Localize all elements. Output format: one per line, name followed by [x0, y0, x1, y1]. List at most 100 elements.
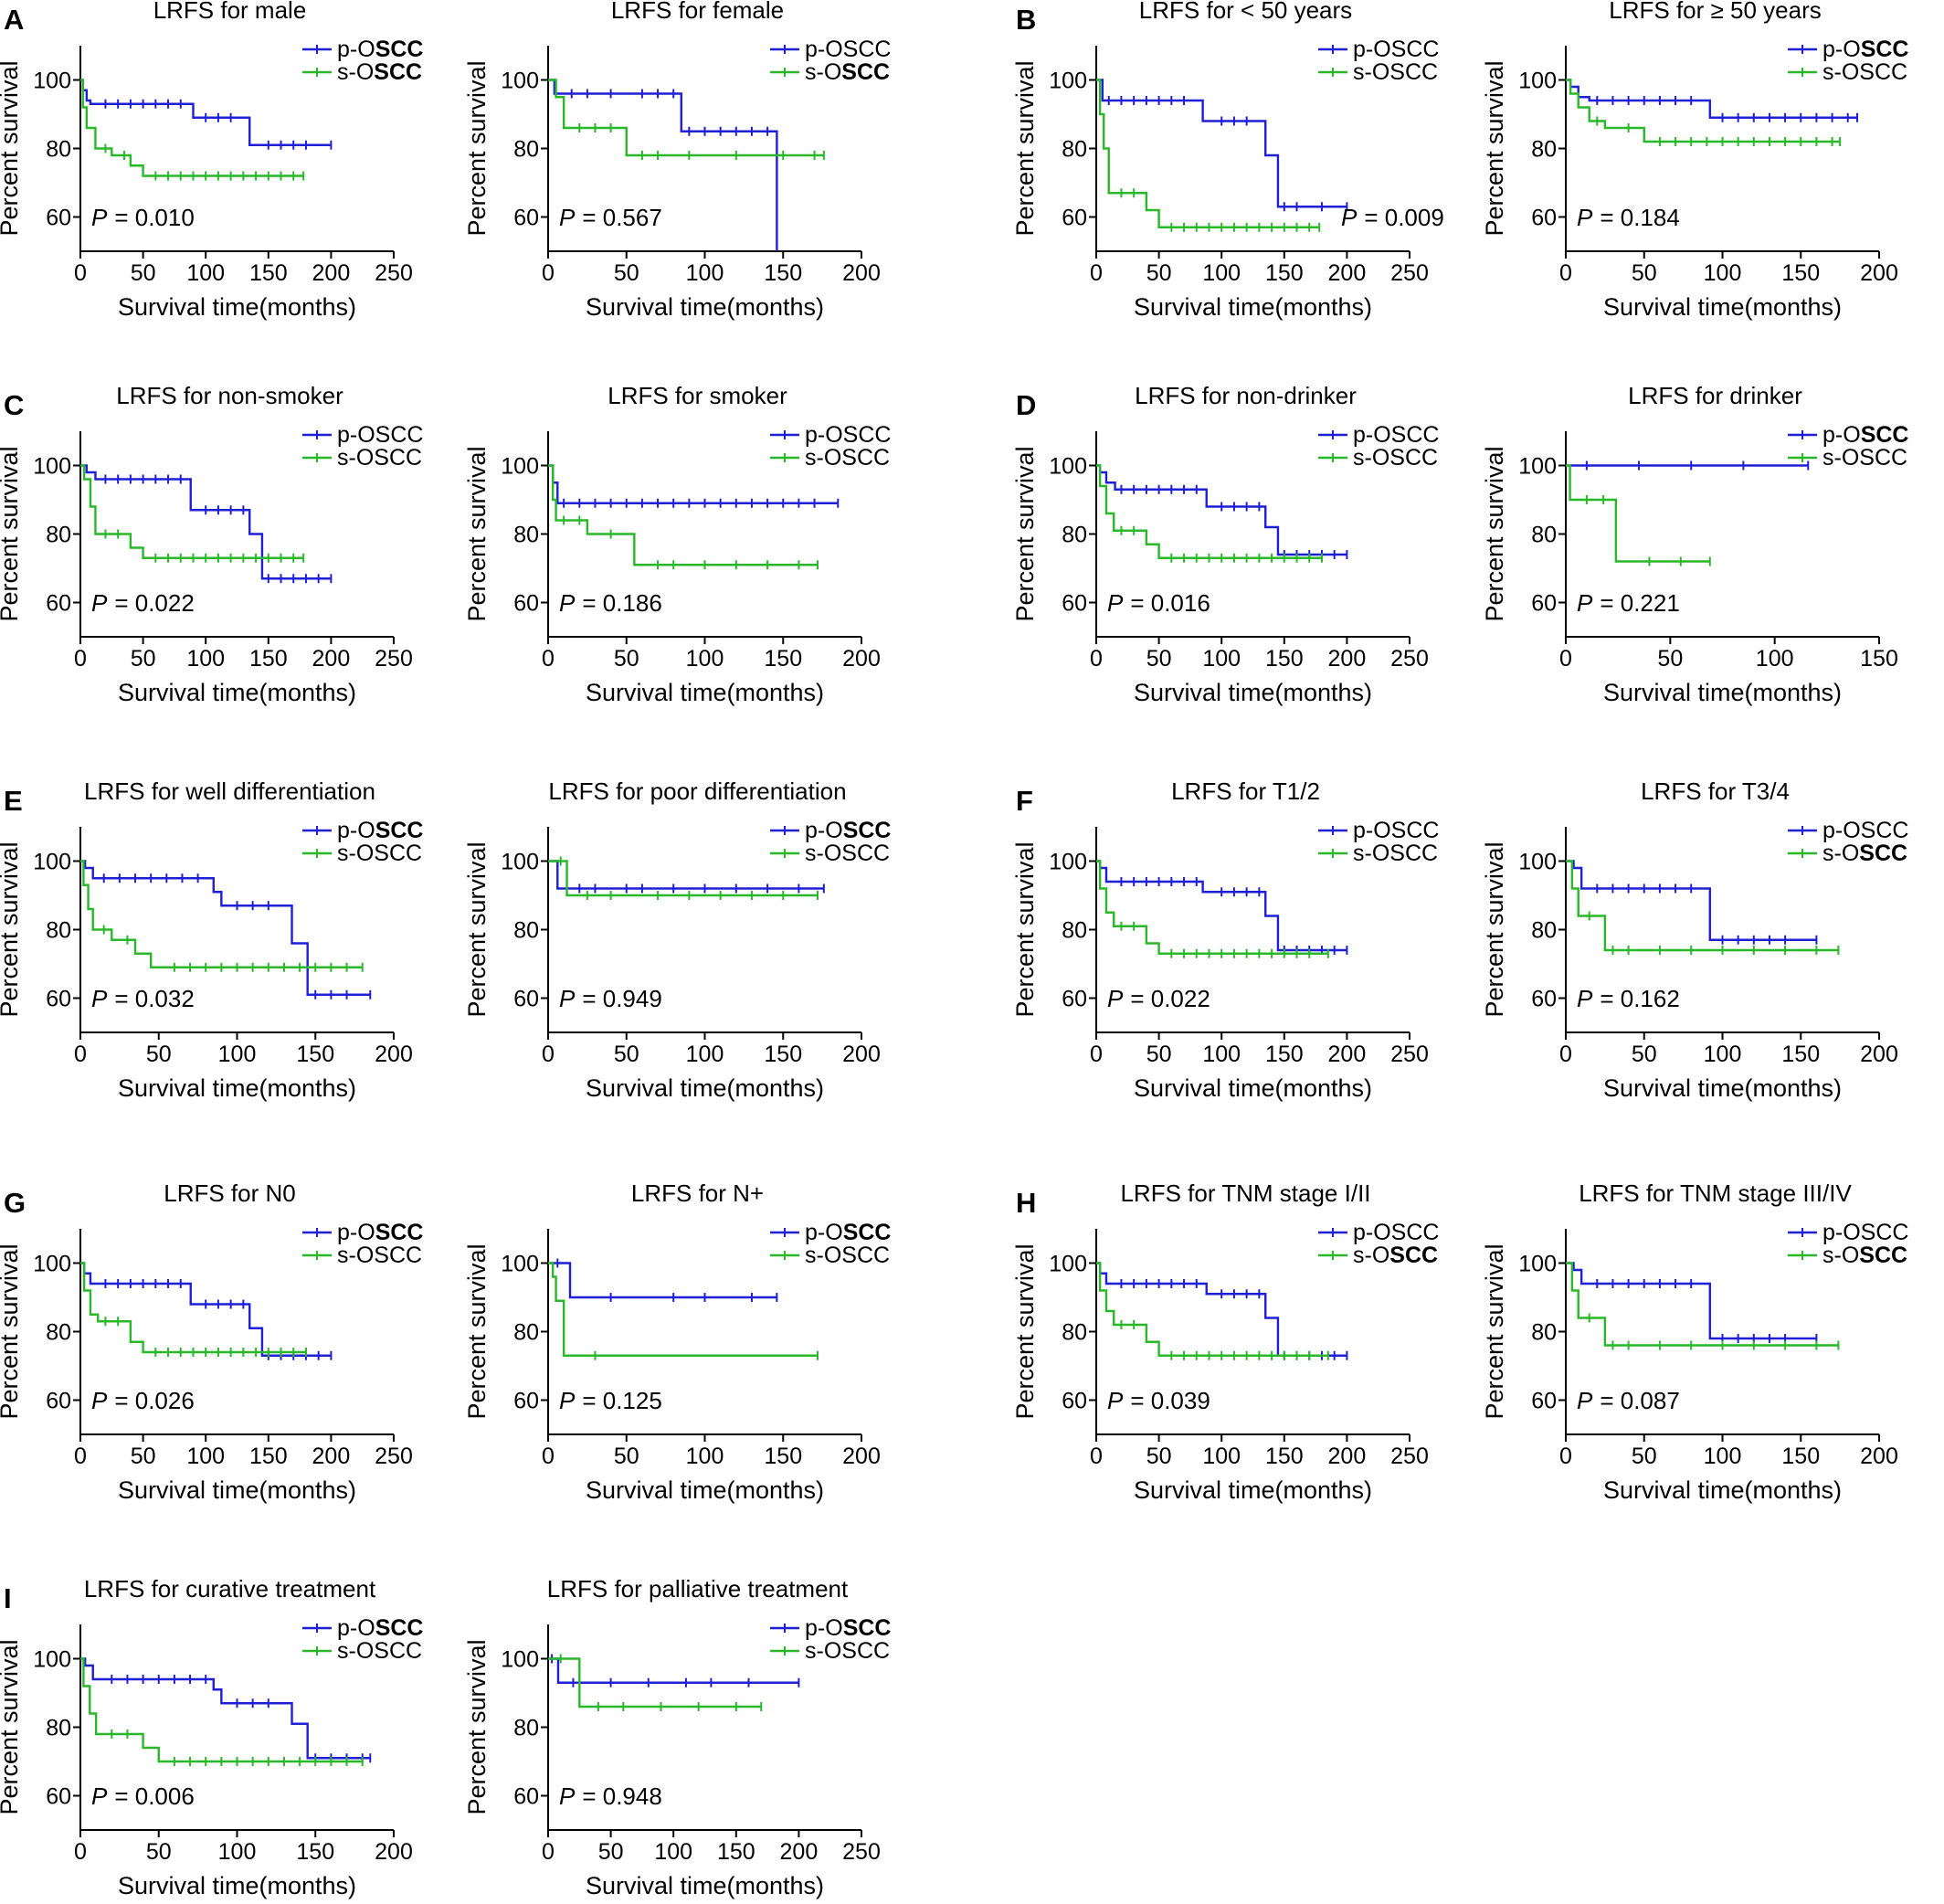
legend-text: s-O — [805, 59, 841, 85]
legend-label-s-oscc: s-OSCC — [805, 445, 890, 471]
x-tick-label: 200 — [1860, 1444, 1898, 1469]
legend-text: s-OSCC — [337, 445, 422, 471]
x-tick-label: 100 — [686, 1444, 724, 1469]
p-text: = 0.010 — [114, 204, 194, 231]
chart-title: LRFS for ≥ 50 years — [1609, 0, 1821, 24]
x-tick-label: 0 — [1090, 646, 1103, 672]
chart-title: LRFS for T1/2 — [1171, 777, 1320, 805]
chart-17: LRFS for curative treatment 0 50 100 150 200 6… — [0, 1575, 423, 1899]
x-tick-label: 200 — [312, 1444, 351, 1469]
legend-label-s-oscc: s-OSCC — [1353, 445, 1438, 471]
x-tick-label: 100 — [1202, 646, 1241, 672]
legend-text-bold: SCC — [843, 1220, 892, 1245]
y-axis-label: Percent survival — [463, 60, 491, 236]
y-tick-label: 100 — [33, 850, 71, 875]
x-tick-label: 0 — [1559, 1444, 1572, 1469]
x-tick-label: 0 — [74, 1444, 87, 1469]
x-tick-label: 250 — [1390, 260, 1429, 286]
y-tick-label: 100 — [1049, 69, 1087, 94]
chart-title: LRFS for T3/4 — [1641, 777, 1790, 805]
y-tick-label: 100 — [501, 1647, 539, 1673]
x-tick-label: 150 — [296, 1042, 334, 1067]
chart-title: LRFS for smoker — [608, 382, 787, 409]
y-axis-label: Percent survival — [463, 841, 491, 1017]
y-tick-label: 100 — [1518, 850, 1557, 875]
x-tick-label: 0 — [74, 646, 87, 672]
x-tick-label: 100 — [686, 646, 724, 672]
x-tick-label: 0 — [542, 1042, 555, 1067]
p-value: P = 0.016 — [1107, 589, 1210, 617]
x-tick-label: 0 — [542, 646, 555, 672]
y-axis-label: Percent survival — [1481, 1243, 1508, 1419]
legend-text-bold: SCC — [1861, 37, 1909, 62]
x-tick-label: 150 — [1265, 260, 1304, 286]
panel-letter-g: G — [4, 1187, 26, 1219]
legend-label-s-oscc: s-OSCC — [1353, 59, 1438, 85]
series-line-p-oscc — [548, 464, 839, 504]
y-axis-label: Percent survival — [1011, 60, 1039, 236]
legend-label-p-oscc: p-OSCC — [1353, 37, 1439, 62]
p-symbol: P — [91, 204, 108, 231]
x-axis-label: Survival time(months) — [1603, 293, 1842, 321]
series-line-p-oscc — [1096, 860, 1347, 952]
x-axis-label: Survival time(months) — [1603, 1074, 1842, 1102]
chart-title: LRFS for poor differentiation — [548, 777, 846, 805]
y-axis-label: Percent survival — [1481, 841, 1508, 1017]
series-line-s-oscc — [1096, 860, 1328, 955]
x-axis-label: Survival time(months) — [118, 293, 356, 321]
chart-18: LRFS for palliative treatment 0 50 100 150 20… — [463, 1575, 891, 1899]
x-tick-label: 0 — [1090, 1042, 1103, 1067]
p-value: P = 0.162 — [1577, 985, 1680, 1012]
legend-text: p-OSCC — [337, 422, 423, 448]
legend-text: p-O — [805, 1615, 843, 1641]
y-tick-label: 80 — [1062, 918, 1087, 944]
y-tick-label: 100 — [501, 850, 539, 875]
x-tick-label: 0 — [542, 1839, 555, 1865]
y-tick-label: 60 — [46, 591, 71, 617]
chart-10: LRFS for poor differentiation 0 50 100 150 20… — [463, 777, 891, 1102]
y-tick-label: 80 — [1531, 523, 1557, 548]
x-tick-label: 250 — [842, 1839, 881, 1865]
y-tick-label: 80 — [513, 523, 539, 548]
p-symbol: P — [1577, 589, 1593, 617]
x-tick-label: 0 — [74, 1042, 87, 1067]
x-tick-label: 100 — [1202, 1444, 1241, 1469]
legend-text: s-OSCC — [805, 1638, 890, 1664]
x-tick-label: 50 — [1146, 1042, 1172, 1067]
legend-text: s-OSCC — [805, 445, 890, 471]
y-axis-label: Percent survival — [0, 446, 23, 621]
x-tick-label: 150 — [249, 646, 288, 672]
x-tick-label: 50 — [1632, 1042, 1657, 1067]
series-line-s-oscc — [548, 1657, 762, 1708]
x-tick-label: 0 — [1559, 1042, 1572, 1067]
y-tick-label: 60 — [1531, 591, 1557, 617]
legend-label-s-oscc: s-OSCC — [1822, 1243, 1907, 1268]
chart-title: LRFS for < 50 years — [1139, 0, 1352, 24]
y-tick-label: 60 — [46, 987, 71, 1012]
y-tick-label: 100 — [33, 454, 71, 480]
legend-text: s-OSCC — [1822, 59, 1907, 85]
p-value: P = 0.948 — [559, 1782, 662, 1810]
p-value: P = 0.010 — [91, 204, 195, 231]
y-tick-label: 100 — [501, 69, 539, 94]
x-tick-label: 100 — [1756, 646, 1794, 672]
series-line-s-oscc — [80, 860, 363, 968]
x-tick-label: 50 — [614, 260, 639, 286]
series-line-p-oscc — [1566, 79, 1857, 119]
y-tick-label: 100 — [33, 1647, 71, 1673]
y-tick-label: 80 — [1531, 137, 1557, 163]
panel-letter-a: A — [4, 4, 24, 36]
y-tick-label: 60 — [46, 206, 71, 231]
panel-letter-b: B — [1016, 4, 1036, 36]
y-tick-label: 60 — [513, 1784, 539, 1810]
p-text: = 0.567 — [582, 204, 661, 231]
x-tick-label: 0 — [1559, 260, 1572, 286]
p-text: = 0.022 — [114, 589, 194, 617]
p-value: P = 0.949 — [559, 985, 662, 1012]
x-tick-label: 200 — [780, 1839, 819, 1865]
p-symbol: P — [559, 1387, 576, 1414]
x-tick-label: 200 — [842, 260, 881, 286]
x-axis-label: Survival time(months) — [586, 293, 824, 321]
p-value: P = 0.039 — [1107, 1387, 1210, 1414]
